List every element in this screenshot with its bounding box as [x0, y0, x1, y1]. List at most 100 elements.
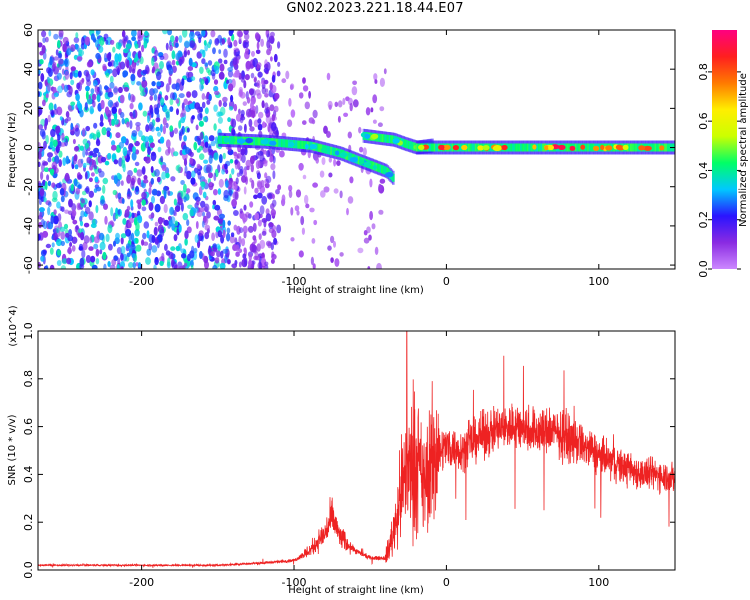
noise-blob [279, 150, 285, 158]
noise-blob [315, 157, 320, 164]
noise-blob [193, 141, 198, 151]
noise-blob [64, 209, 70, 214]
noise-blob [95, 258, 100, 265]
noise-blob [109, 264, 116, 269]
noise-blob [136, 169, 143, 177]
y-tick-label: 0.2 [22, 513, 35, 531]
noise-blob [104, 215, 108, 225]
noise-blob [63, 84, 69, 93]
noise-blob [98, 45, 104, 53]
noise-blob [268, 222, 274, 227]
noise-blob [273, 53, 278, 63]
noise-blob [113, 85, 119, 95]
noise-blob [136, 199, 142, 204]
noise-blob [163, 203, 168, 214]
noise-blob [129, 111, 133, 117]
noise-blob [56, 260, 62, 266]
band-core [234, 136, 237, 145]
noise-blob [219, 63, 225, 72]
noise-blob [105, 72, 110, 78]
noise-blob [100, 156, 107, 163]
noise-blob [107, 52, 111, 62]
noise-blob [258, 233, 262, 241]
noise-blob [131, 68, 136, 74]
band-core [253, 137, 257, 146]
band-hotspot [580, 144, 586, 150]
y-tick-label: 60 [22, 23, 35, 37]
noise-blob [121, 30, 126, 38]
noise-blob [223, 189, 229, 199]
noise-blob [235, 251, 240, 257]
noise-blob [227, 117, 232, 123]
noise-blob [62, 36, 69, 44]
noise-blob [214, 257, 220, 264]
noise-blob [204, 141, 209, 148]
noise-blob [61, 206, 65, 212]
noise-blob [261, 195, 268, 205]
noise-blob [82, 149, 86, 158]
band-core [390, 135, 393, 144]
noise-blob [187, 49, 190, 56]
noise-blob [104, 85, 109, 91]
feature-flat-band [415, 140, 675, 155]
noise-blob [131, 151, 137, 161]
noise-blob [255, 160, 261, 170]
noise-blob [195, 221, 199, 229]
noise-blob [99, 232, 105, 241]
noise-blob [189, 157, 194, 165]
noise-blob [142, 69, 148, 75]
band-hotspot [372, 164, 378, 170]
noise-blob [53, 108, 58, 115]
noise-blob [50, 215, 55, 225]
noise-blob [56, 227, 60, 234]
noise-blob [40, 255, 45, 262]
noise-blob [208, 93, 212, 102]
noise-blob [369, 210, 373, 221]
noise-blob [118, 174, 123, 180]
noise-blob [85, 71, 89, 78]
noise-blob [103, 263, 107, 269]
noise-blob [199, 251, 203, 259]
noise-blob [234, 244, 240, 252]
noise-blob [85, 90, 89, 100]
band-core [433, 143, 437, 152]
noise-blob [203, 159, 209, 164]
noise-blob [62, 43, 67, 53]
noise-blob [202, 49, 206, 58]
colorbar: 0.0 0.2 0.4 0.6 0.8 Normalized spectral ampli… [697, 30, 749, 278]
noise-blob [198, 37, 202, 44]
band-core [282, 139, 285, 148]
noise-blob [223, 48, 228, 58]
noise-blob [138, 130, 143, 138]
noise-blob [219, 262, 226, 269]
noise-blob [308, 90, 311, 99]
noise-blob [80, 158, 84, 164]
noise-blob [86, 79, 92, 87]
noise-blob [38, 124, 43, 130]
band-core [377, 133, 381, 142]
noise-blob [71, 209, 77, 217]
noise-blob [222, 152, 226, 160]
noise-blob [154, 49, 159, 57]
noise-blob [60, 240, 65, 247]
noise-blob [274, 92, 280, 100]
noise-blob [178, 59, 183, 66]
band-hotspot [304, 143, 309, 150]
noise-blob [277, 61, 281, 67]
band-core [294, 140, 298, 149]
band-hotspot [245, 138, 252, 144]
noise-blob [129, 93, 135, 103]
noise-blob [84, 142, 90, 149]
y-tick-label: 0.6 [22, 418, 35, 436]
noise-blob [83, 222, 90, 228]
noise-blob [178, 93, 185, 99]
band-core [591, 143, 595, 152]
noise-blob [70, 79, 75, 86]
noise-blob [270, 163, 276, 171]
noise-blob [264, 172, 268, 179]
band-core [301, 140, 305, 149]
noise-blob [46, 76, 51, 83]
noise-blob [181, 78, 185, 86]
noise-blob [92, 152, 98, 158]
noise-blob [213, 79, 219, 85]
